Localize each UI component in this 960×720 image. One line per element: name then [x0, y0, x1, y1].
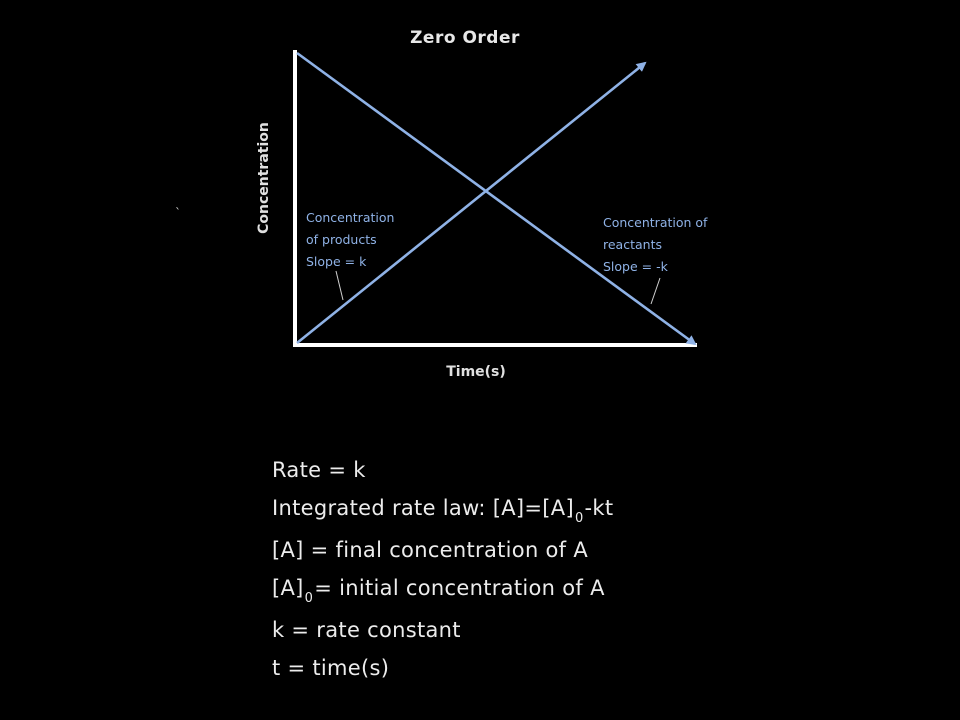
rate-constant-line: k = rate constant	[272, 618, 461, 642]
subscript-zero: 0	[574, 511, 584, 526]
products-annotation: Concentration of products Slope = k	[306, 207, 394, 273]
integrated-rate-law-text: Integrated rate law: [A]=[A]	[272, 496, 574, 520]
zero-order-diagram: Zero Order Concentration Time(s) ` Conce…	[175, 28, 707, 380]
products-slope-label: Slope = k	[306, 254, 367, 269]
reactants-slope-label: Slope = -k	[603, 259, 668, 274]
reactants-annotation-line: Concentration of	[603, 215, 708, 230]
initial-concentration-text: = initial concentration of A	[314, 576, 605, 600]
reactants-annotation-line: reactants	[603, 237, 662, 252]
diagram-canvas	[293, 50, 697, 347]
integrated-rate-law-line: Integrated rate law: [A]=[A]0-kt	[272, 489, 792, 531]
products-annotation-line: of products	[306, 232, 377, 247]
subscript-zero: 0	[304, 591, 314, 606]
products-annotation-line: Concentration	[306, 210, 395, 225]
chart-title: Zero Order	[410, 28, 520, 48]
initial-concentration-prefix: [A]	[272, 576, 304, 600]
rate-line: Rate = k	[272, 458, 366, 482]
final-concentration-line: [A] = final concentration of A	[272, 538, 589, 562]
stray-mark: `	[175, 206, 181, 220]
reactants-annotation: Concentration of reactants Slope = -k	[603, 212, 707, 278]
initial-concentration-line: [A]0= initial concentration of A	[272, 569, 792, 611]
reactants-pointer	[650, 277, 661, 305]
time-line: t = time(s)	[272, 656, 390, 680]
reactants-line	[296, 51, 697, 346]
products-pointer	[335, 270, 344, 301]
integrated-rate-law-suffix: -kt	[584, 496, 614, 520]
x-axis-label: Time(s)	[446, 364, 506, 380]
rate-law-notes: Rate = k Integrated rate law: [A]=[A]0-k…	[272, 451, 792, 687]
y-axis-label: Concentration	[256, 122, 272, 234]
products-line	[296, 61, 647, 345]
